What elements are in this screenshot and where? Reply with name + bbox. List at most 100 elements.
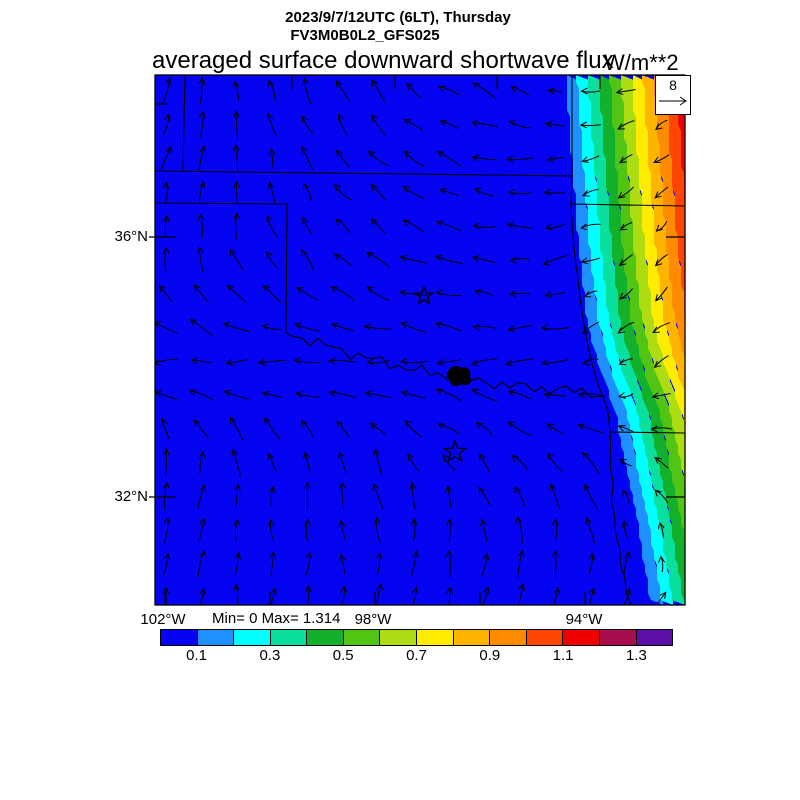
wind-arrow — [658, 555, 665, 573]
wind-arrow — [161, 417, 170, 440]
wind-arrow — [197, 484, 207, 508]
wind-arrow — [198, 110, 206, 139]
reference-vector-box: 8 — [655, 75, 691, 115]
wind-arrow — [623, 550, 631, 577]
station-star-marker — [413, 285, 435, 305]
wind-arrow — [619, 458, 633, 467]
wind-arrow — [619, 153, 633, 164]
wind-arrow — [438, 85, 460, 96]
wind-arrow — [261, 390, 282, 398]
wind-arrow — [266, 214, 278, 238]
wind-arrow — [508, 120, 531, 129]
wind-arrow — [222, 322, 251, 333]
wind-arrow — [584, 483, 598, 509]
wind-arrow — [366, 251, 391, 268]
wind-arrow — [232, 583, 240, 605]
wind-arrow — [439, 120, 459, 130]
wind-arrow — [229, 248, 245, 271]
wind-arrow — [366, 286, 390, 302]
wind-arrow — [198, 76, 206, 105]
wind-arrow — [547, 452, 564, 473]
wind-arrow — [266, 251, 278, 269]
wind-arrow — [409, 481, 417, 511]
plot-title: averaged surface downward shortwave flux — [152, 47, 614, 74]
colorbar-tick-label: 0.5 — [332, 647, 354, 664]
wind-arrow — [546, 155, 564, 163]
wind-arrow — [543, 188, 567, 196]
wind-arrow — [400, 321, 427, 333]
wind-arrow — [400, 390, 426, 399]
wind-arrow — [267, 181, 276, 203]
wind-arrow — [582, 358, 599, 366]
wind-arrow — [509, 256, 530, 264]
wind-arrow — [333, 184, 352, 201]
wind-arrow — [654, 489, 669, 504]
wind-arrow — [618, 288, 633, 300]
wind-arrow — [540, 359, 569, 366]
wind-arrow — [553, 586, 560, 605]
wind-arrow — [268, 147, 276, 169]
wind-arrow — [294, 390, 320, 398]
colorbar-tick-label: 1.1 — [552, 647, 574, 664]
wind-arrow — [198, 181, 206, 203]
wind-arrow — [301, 115, 314, 134]
wind-arrow — [155, 389, 178, 400]
wind-arrow — [370, 183, 387, 201]
wind-arrow — [580, 223, 601, 231]
wind-arrow — [262, 284, 282, 303]
colorbar-tick-label: 0.1 — [186, 647, 208, 664]
wind-arrow — [261, 323, 282, 331]
wind-arrow — [551, 518, 559, 542]
wind-arrow — [439, 187, 459, 197]
wind-arrow — [403, 150, 424, 167]
wind-arrow — [615, 88, 636, 95]
wind-arrow — [436, 151, 461, 167]
wind-arrow — [267, 452, 277, 473]
wind-arrow — [336, 420, 350, 438]
wind-arrow — [225, 358, 248, 366]
wind-arrow — [303, 451, 311, 474]
lon-tick-102w: 102°W — [140, 611, 186, 628]
wind-arrow — [471, 358, 498, 367]
wind-arrow — [162, 586, 170, 605]
station-star-marker — [442, 439, 468, 463]
wind-arrow — [193, 284, 209, 304]
wind-arrow — [223, 389, 250, 400]
wind-arrow — [471, 388, 498, 402]
wind-arrow — [506, 221, 533, 229]
wind-arrow — [442, 454, 456, 471]
wind-arrow — [188, 389, 214, 401]
wind-arrow — [618, 254, 633, 267]
wind-arrow — [654, 286, 668, 302]
wind-arrow — [233, 180, 241, 203]
wind-arrow — [161, 77, 172, 105]
wind-arrow — [471, 255, 497, 264]
wind-arrow — [226, 284, 247, 303]
wind-arrow — [335, 79, 351, 102]
wind-arrow — [654, 186, 669, 199]
wind-arrow — [162, 214, 170, 237]
wind-arrow — [618, 392, 634, 399]
wind-arrow — [655, 119, 668, 131]
wind-arrow — [653, 154, 670, 164]
wind-arrow — [577, 391, 603, 399]
wind-arrow — [294, 322, 320, 332]
wind-arrow — [617, 186, 635, 199]
wind-arrow — [621, 520, 629, 540]
wind-arrow — [654, 456, 669, 469]
wind-arrow — [580, 87, 601, 95]
wind-arrow — [588, 586, 596, 605]
wind-arrow — [233, 518, 241, 542]
wind-arrow — [269, 485, 277, 507]
wind-arrow — [617, 321, 635, 334]
colorbar-segment — [526, 630, 564, 645]
wind-arrow — [411, 586, 419, 605]
wind-arrow — [546, 423, 564, 435]
wind-arrow — [650, 425, 672, 433]
wind-arrow — [445, 549, 453, 578]
wind-arrow — [231, 448, 241, 477]
wind-arrow — [375, 552, 383, 576]
wind-arrow — [511, 454, 529, 471]
wind-arrow — [515, 515, 523, 544]
wind-arrow — [479, 453, 490, 472]
